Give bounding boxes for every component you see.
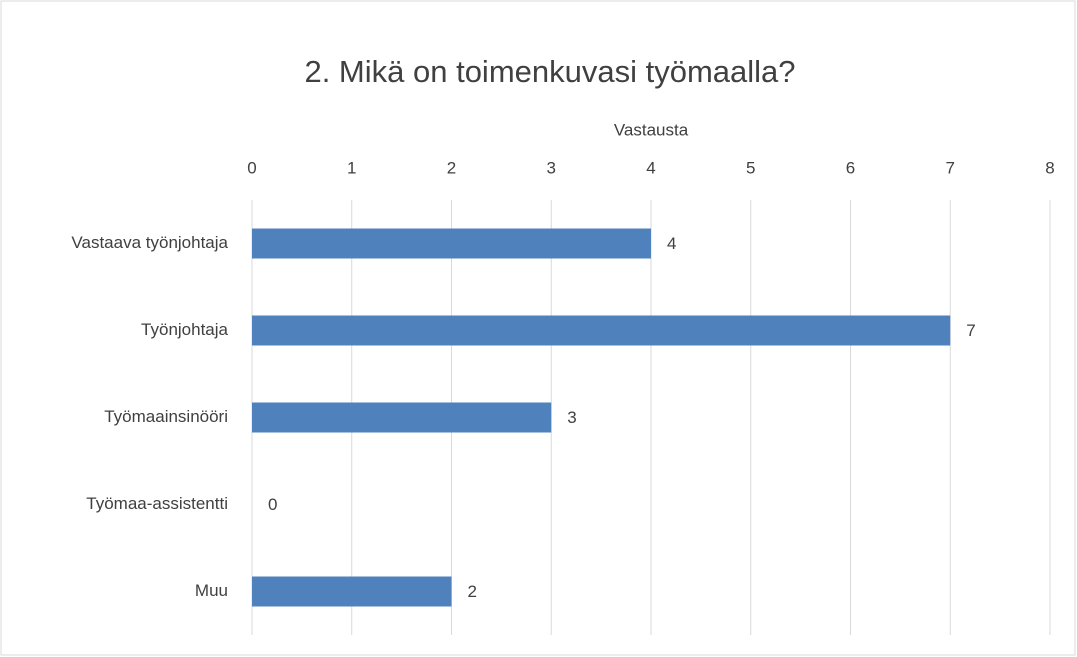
y-tick-label: Työmaa-assistentti [86,494,228,513]
bar [252,315,951,346]
data-label: 2 [468,582,477,601]
x-tick-label: 1 [347,158,356,177]
chart-title: 2. Mikä on toimenkuvasi työmaalla? [304,54,795,89]
x-tick-label: 7 [946,158,955,177]
x-tick-label: 2 [447,158,456,177]
data-label: 4 [667,234,676,253]
bar [252,402,552,433]
y-tick-label: Työmaainsinööri [104,407,228,426]
x-tick-label: 6 [846,158,855,177]
y-tick-label: Työnjohtaja [141,320,228,339]
bar [252,228,651,259]
bar [252,576,452,607]
x-tick-label: 8 [1045,158,1054,177]
x-tick-label: 0 [247,158,256,177]
x-tick-label: 3 [547,158,556,177]
data-label: 7 [966,321,975,340]
data-label: 0 [268,495,277,514]
y-tick-label: Muu [195,581,228,600]
y-tick-label: Vastaava työnjohtaja [71,233,228,252]
data-label: 3 [567,408,576,427]
x-axis-label: Vastausta [614,120,689,139]
x-tick-label: 4 [646,158,655,177]
x-tick-label: 5 [746,158,755,177]
